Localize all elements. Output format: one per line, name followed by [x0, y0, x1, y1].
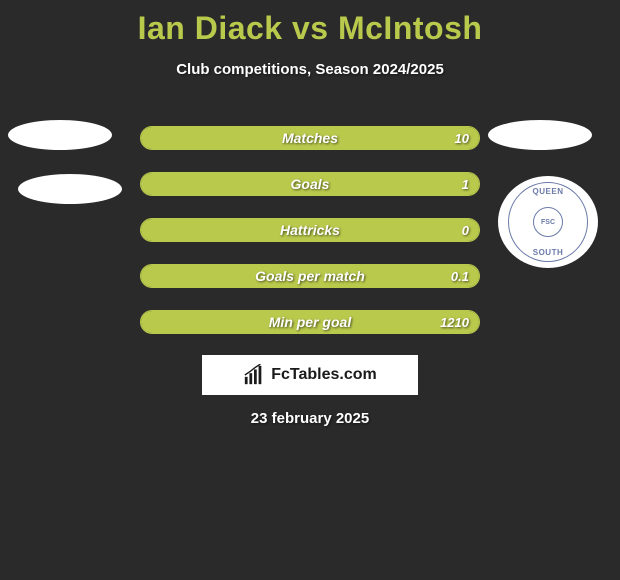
stat-value: 1 — [462, 173, 469, 195]
stat-value: 0 — [462, 219, 469, 241]
stat-bar-hattricks: Hattricks 0 — [140, 218, 480, 242]
stat-label: Matches — [141, 127, 479, 149]
stat-label: Hattricks — [141, 219, 479, 241]
stat-value: 0.1 — [451, 265, 469, 287]
stat-label: Goals — [141, 173, 479, 195]
right-ellipse-1 — [488, 120, 592, 150]
left-ellipse-1 — [8, 120, 112, 150]
stats-bars: Matches 10 Goals 1 Hattricks 0 Goals per… — [140, 126, 480, 356]
stat-label: Min per goal — [141, 311, 479, 333]
logo-text: FcTables.com — [271, 366, 377, 384]
stat-label: Goals per match — [141, 265, 479, 287]
badge-ring: QUEEN FSC SOUTH — [508, 182, 588, 262]
stat-value: 1210 — [440, 311, 469, 333]
club-badge: QUEEN FSC SOUTH — [498, 176, 598, 268]
generation-date: 23 february 2025 — [0, 410, 620, 427]
stat-bar-matches: Matches 10 — [140, 126, 480, 150]
fctables-logo: FcTables.com — [202, 355, 418, 395]
stat-bar-min-per-goal: Min per goal 1210 — [140, 310, 480, 334]
badge-center: FSC — [533, 207, 563, 237]
badge-text-bottom: SOUTH — [509, 248, 587, 257]
season-subtitle: Club competitions, Season 2024/2025 — [0, 61, 620, 78]
stat-bar-goals: Goals 1 — [140, 172, 480, 196]
chart-icon — [243, 364, 265, 386]
badge-text-top: QUEEN — [509, 187, 587, 196]
comparison-title: Ian Diack vs McIntosh — [0, 0, 620, 47]
stat-value: 10 — [455, 127, 469, 149]
left-ellipse-2 — [18, 174, 122, 204]
stat-bar-goals-per-match: Goals per match 0.1 — [140, 264, 480, 288]
